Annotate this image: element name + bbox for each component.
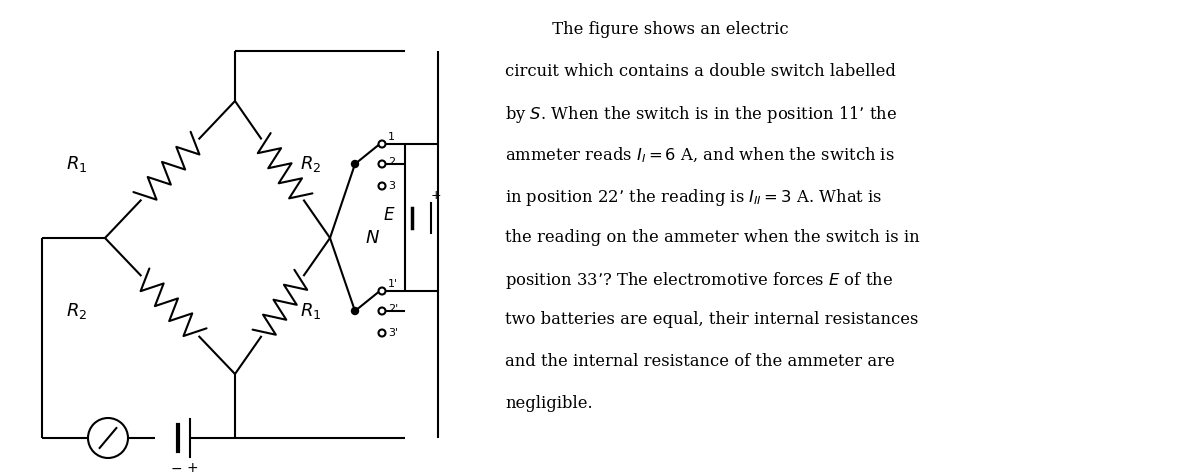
Text: ammeter reads $I_I = 6$ A, and when the switch is: ammeter reads $I_I = 6$ A, and when the … [505,146,895,165]
Text: by $S$. When the switch is in the position 11’ the: by $S$. When the switch is in the positi… [505,104,898,125]
Text: $+$: $+$ [186,461,198,475]
Circle shape [352,160,359,168]
Text: 3: 3 [388,181,395,191]
Text: $+$: $+$ [430,189,442,202]
Text: 3': 3' [388,328,398,338]
Text: circuit which contains a double switch labelled: circuit which contains a double switch l… [505,62,896,79]
Circle shape [378,182,385,189]
Text: 1': 1' [388,279,398,289]
Circle shape [378,140,385,148]
Circle shape [352,307,359,315]
Text: $N$: $N$ [365,229,379,247]
Circle shape [88,418,128,458]
Text: 1: 1 [388,132,395,142]
Circle shape [378,288,385,295]
Text: negligible.: negligible. [505,395,593,411]
Text: $R_2$: $R_2$ [300,155,322,175]
Circle shape [378,329,385,337]
Circle shape [378,307,385,315]
Text: the reading on the ammeter when the switch is in: the reading on the ammeter when the swit… [505,228,919,246]
Text: The figure shows an electric: The figure shows an electric [505,21,788,38]
Text: two batteries are equal, their internal resistances: two batteries are equal, their internal … [505,311,918,328]
Circle shape [378,160,385,168]
Text: $R_1$: $R_1$ [66,155,88,175]
Text: $R_2$: $R_2$ [66,301,88,321]
Text: 2': 2' [388,304,398,314]
Text: and the internal resistance of the ammeter are: and the internal resistance of the ammet… [505,353,895,370]
Text: in position 22’ the reading is $I_{II} = 3$ A. What is: in position 22’ the reading is $I_{II} =… [505,187,882,208]
Text: $E$: $E$ [383,207,395,225]
Text: position 33’? The electromotive forces $E$ of the: position 33’? The electromotive forces $… [505,270,893,291]
Text: $R_1$: $R_1$ [300,301,322,321]
Text: 2: 2 [388,157,395,167]
Text: $-$: $-$ [170,461,182,475]
